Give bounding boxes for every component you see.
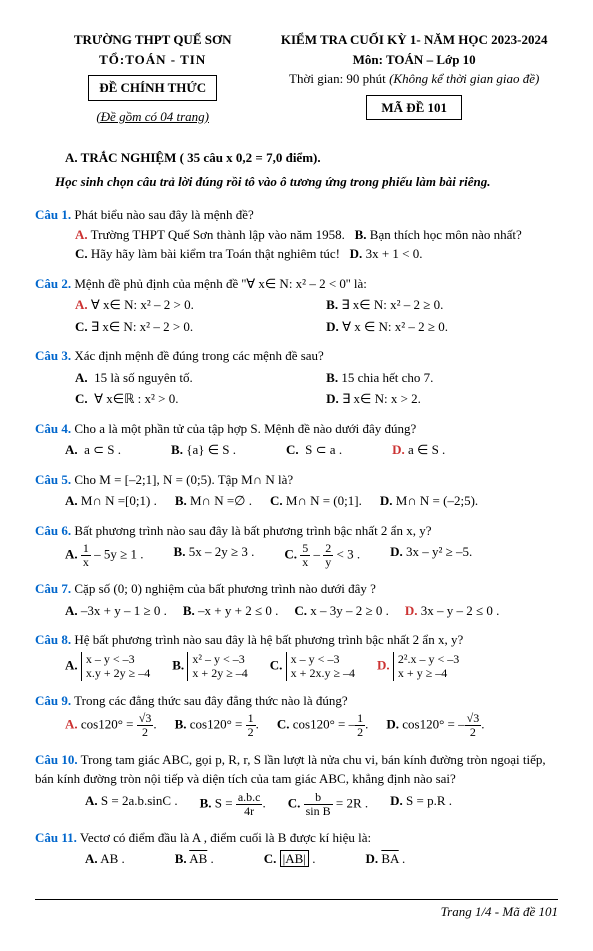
department: TỔ:TOÁN - TIN (35, 50, 270, 70)
opt-A-label: A. (75, 227, 88, 242)
question-3: Câu 3. Xác định mệnh đề đúng trong các m… (35, 346, 558, 409)
school-name: TRƯỜNG THPT QUẾ SƠN (35, 30, 270, 50)
question-7: Câu 7. Cặp số (0; 0) nghiệm của bất phươ… (35, 579, 558, 620)
exam-title: KIỂM TRA CUỐI KỲ 1- NĂM HỌC 2023-2024 (270, 30, 558, 50)
question-8: Câu 8. Hệ bất phương trình nào sau đây l… (35, 630, 558, 680)
subject: Môn: TOÁN – Lớp 10 (270, 50, 558, 70)
official-label: ĐỀ CHÍNH THỨC (88, 75, 217, 101)
header-left: TRƯỜNG THPT QUẾ SƠN TỔ:TOÁN - TIN ĐỀ CHÍ… (35, 30, 270, 126)
question-11: Câu 11. Vectơ có điểm đầu là A , điểm cu… (35, 828, 558, 869)
header-right: KIỂM TRA CUỐI KỲ 1- NĂM HỌC 2023-2024 Mô… (270, 30, 558, 120)
question-6: Câu 6. Bất phương trình nào sau đây là b… (35, 521, 558, 570)
question-5: Câu 5. Cho M = [–2;1], N = (0;5). Tập M∩… (35, 470, 558, 511)
page-note: (Đề gồm có 04 trang) (35, 107, 270, 127)
opt-D-label: D. (350, 246, 363, 261)
exam-code: MÃ ĐỀ 101 (366, 95, 462, 121)
q2-opts: A. ∀ x∈ N: x² – 2 > 0. B. ∃ x∈ N: x² – 2… (75, 295, 558, 315)
question-1: Câu 1. Phát biểu nào sau đây là mệnh đề?… (35, 205, 558, 264)
question-2: Câu 2. Mệnh đề phủ định của mệnh đề ''∀ … (35, 274, 558, 337)
question-4: Câu 4. Cho a là một phần tử của tập hợp … (35, 419, 558, 460)
opt-C-label: C. (75, 246, 88, 261)
q1-opts: A. Trường THPT Quế Sơn thành lập vào năm… (75, 225, 558, 264)
instructions: Học sinh chọn câu trả lời đúng rồi tô và… (55, 172, 558, 192)
header: TRƯỜNG THPT QUẾ SƠN TỔ:TOÁN - TIN ĐỀ CHÍ… (35, 30, 558, 126)
opt-B-label: B. (355, 227, 367, 242)
time-note: Thời gian: 90 phút (Không kể thời gian g… (270, 69, 558, 89)
qtext: Phát biểu nào sau đây là mệnh đề? (74, 207, 253, 222)
qnum: Câu 1. (35, 207, 71, 222)
footer: Trang 1/4 - Mã đề 101 (35, 899, 558, 922)
question-9: Câu 9. Trong các đẳng thức sau đây đẳng … (35, 691, 558, 740)
section-title: A. TRẮC NGHIỆM ( 35 câu x 0,2 = 7,0 điểm… (65, 148, 558, 168)
question-10: Câu 10. Trong tam giác ABC, gọi p, R, r,… (35, 750, 558, 818)
